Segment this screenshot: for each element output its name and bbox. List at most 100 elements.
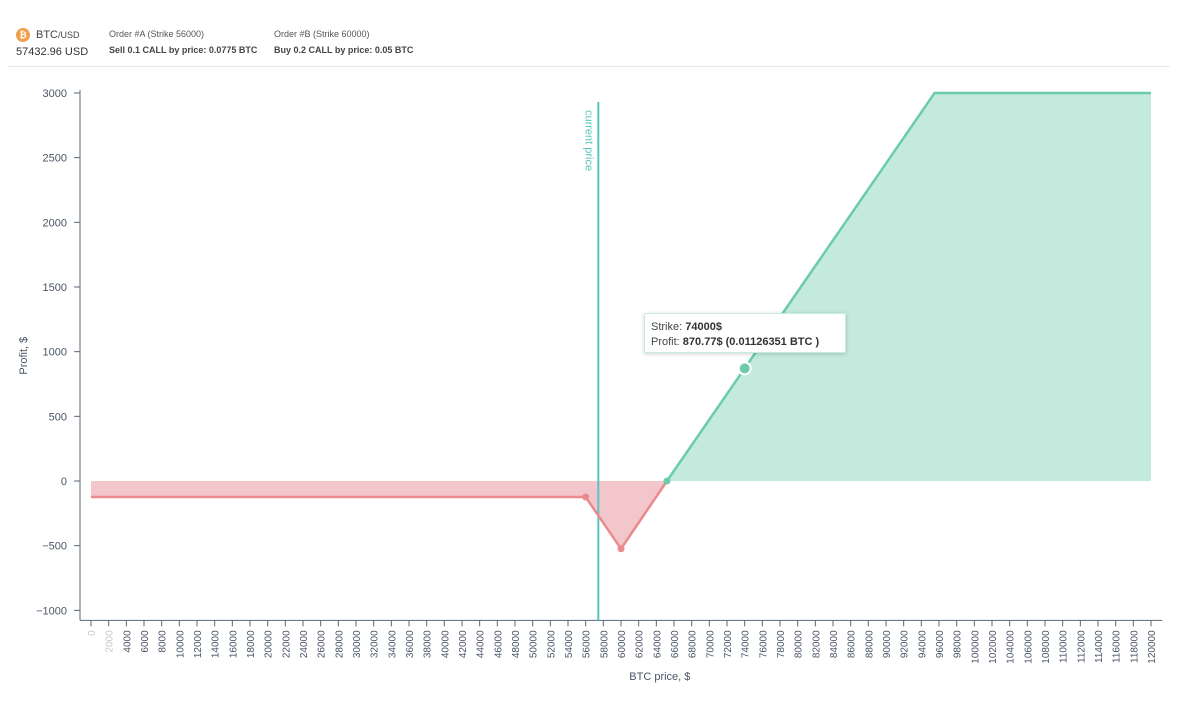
x-tick-label: 20000 bbox=[264, 630, 275, 658]
x-tick-label: 24000 bbox=[299, 630, 310, 658]
data-point bbox=[663, 477, 671, 485]
x-tick-label: 38000 bbox=[423, 630, 434, 658]
x-tick-label: 74000 bbox=[741, 630, 752, 658]
x-tick-label: 94000 bbox=[917, 630, 928, 658]
x-tick-label: 102000 bbox=[988, 630, 999, 664]
x-tick-label: 120000 bbox=[1147, 630, 1158, 664]
x-tick-label: 46000 bbox=[493, 630, 504, 658]
chart-tooltip: Strike: 74000$ Profit: 870.77$ (0.011263… bbox=[644, 313, 846, 353]
x-tick-label: 36000 bbox=[405, 630, 416, 658]
tooltip-profit-btc: (0.01126351 BTC ) bbox=[725, 336, 820, 348]
x-tick-label: 52000 bbox=[546, 630, 557, 658]
x-tick-label: 116000 bbox=[1112, 630, 1123, 663]
x-tick-label: 34000 bbox=[387, 630, 398, 658]
x-tick-label: 104000 bbox=[1006, 630, 1017, 664]
x-tick-label: 70000 bbox=[705, 630, 716, 658]
bitcoin-icon: ₿ bbox=[16, 28, 30, 42]
x-tick-label: 16000 bbox=[228, 630, 239, 658]
x-tick-label: 110000 bbox=[1059, 630, 1070, 663]
x-tick-label: 72000 bbox=[723, 630, 734, 658]
x-tick-label: 30000 bbox=[352, 630, 363, 658]
asset-quote: /USD bbox=[58, 30, 80, 40]
x-tick-label: 88000 bbox=[864, 630, 875, 658]
x-tick-label: 114000 bbox=[1094, 630, 1105, 663]
header-bar: ₿ BTC/USD 57432.96 USD Order #A (Strike … bbox=[8, 20, 1170, 67]
y-tick-label: −1000 bbox=[36, 605, 67, 617]
y-tick-label: 1000 bbox=[43, 347, 67, 359]
tooltip-strike: Strike: 74000$ bbox=[651, 320, 839, 335]
order-b: Order #B (Strike 60000) Buy 0.2 CALL by … bbox=[274, 29, 413, 55]
x-tick-label: 0 bbox=[87, 630, 98, 636]
asset-pair[interactable]: BTC/USD bbox=[36, 29, 80, 41]
x-tick-label: 64000 bbox=[652, 630, 663, 658]
loss-line bbox=[91, 480, 668, 551]
x-tick-label: 68000 bbox=[688, 630, 699, 658]
x-tick-label: 10000 bbox=[175, 630, 186, 658]
x-tick-label: 106000 bbox=[1023, 630, 1034, 664]
x-tick-label: 118000 bbox=[1129, 630, 1140, 663]
order-b-description: Buy 0.2 CALL by price: 0.05 BTC bbox=[274, 45, 414, 55]
highlight-point bbox=[737, 361, 752, 376]
x-tick-label: 40000 bbox=[440, 630, 451, 658]
profit-line bbox=[665, 91, 1151, 482]
x-tick-label: 98000 bbox=[953, 630, 964, 658]
data-point bbox=[617, 545, 625, 553]
x-tick-label: 62000 bbox=[635, 630, 646, 658]
y-tick-label: 3000 bbox=[43, 88, 67, 100]
x-tick-label: 44000 bbox=[476, 630, 487, 658]
x-tick-label: 4000 bbox=[122, 630, 133, 653]
x-tick-label: 108000 bbox=[1041, 630, 1052, 664]
y-tick-label: 0 bbox=[61, 476, 67, 488]
loss-area bbox=[91, 481, 667, 549]
current-price-label: current price bbox=[582, 110, 594, 171]
profit-chart[interactable]: 3000 2500 2000 1500 1000 500 0 −500 −1000 0 2000 40… bbox=[0, 70, 1192, 702]
tooltip-strike-value: 74000$ bbox=[685, 321, 722, 333]
x-tick-label: 96000 bbox=[935, 630, 946, 658]
tooltip-profit-value: 870.77$ bbox=[682, 336, 723, 348]
tooltip-strike-label: Strike: bbox=[651, 321, 683, 333]
x-tick-label: 22000 bbox=[281, 630, 292, 658]
x-tick-label: 80000 bbox=[794, 630, 805, 658]
x-tick-label: 86000 bbox=[847, 630, 858, 658]
x-tick-label: 60000 bbox=[617, 630, 628, 658]
x-tick-label: 18000 bbox=[246, 630, 257, 658]
x-tick-label: 14000 bbox=[211, 630, 222, 658]
x-tick-label: 66000 bbox=[670, 630, 681, 658]
y-tick-label: 2500 bbox=[43, 153, 67, 165]
y-tick-label: 500 bbox=[49, 411, 67, 423]
x-tick-label: 48000 bbox=[511, 630, 522, 658]
x-tick-label: 76000 bbox=[758, 630, 769, 658]
x-tick-label: 90000 bbox=[882, 630, 893, 658]
y-tick-label: 2000 bbox=[43, 217, 67, 229]
x-tick-label: 12000 bbox=[193, 630, 204, 658]
order-a-title: Order #A (Strike 56000) bbox=[109, 29, 205, 39]
x-tick-label: 84000 bbox=[829, 630, 840, 658]
x-tick-label: 26000 bbox=[317, 630, 328, 658]
x-tick-label: 42000 bbox=[458, 630, 469, 658]
x-tick-label: 2000 bbox=[105, 630, 116, 653]
x-tick-label: 28000 bbox=[334, 630, 345, 658]
asset-base: BTC bbox=[36, 29, 58, 41]
x-tick-label: 112000 bbox=[1076, 630, 1087, 663]
x-tick-label: 92000 bbox=[900, 630, 911, 658]
order-a-description: Sell 0.1 CALL by price: 0.0775 BTC bbox=[109, 45, 258, 55]
x-tick-label: 100000 bbox=[970, 630, 981, 664]
tooltip-profit: Profit: 870.77$ (0.01126351 BTC ) bbox=[651, 335, 839, 350]
x-tick-label: 54000 bbox=[564, 630, 575, 658]
x-tick-label: 82000 bbox=[811, 630, 822, 658]
x-tick-label: 50000 bbox=[529, 630, 540, 658]
tooltip-profit-label: Profit: bbox=[651, 336, 680, 348]
x-tick-label: 58000 bbox=[599, 630, 610, 658]
y-tick-label: 1500 bbox=[43, 282, 67, 294]
order-b-title: Order #B (Strike 60000) bbox=[274, 29, 370, 39]
x-tick-label: 6000 bbox=[140, 630, 151, 653]
data-point bbox=[582, 493, 590, 501]
y-axis-title: Profit, $ bbox=[18, 337, 30, 375]
x-tick-label: 32000 bbox=[370, 630, 381, 658]
y-tick-label: −500 bbox=[42, 541, 67, 553]
x-tick-label: 56000 bbox=[582, 630, 593, 658]
x-tick-label: 78000 bbox=[776, 630, 787, 658]
current-price-value: 57432.96 USD bbox=[16, 46, 89, 58]
x-tick-label: 8000 bbox=[158, 630, 169, 653]
order-a: Order #A (Strike 56000) Sell 0.1 CALL by… bbox=[109, 29, 257, 55]
